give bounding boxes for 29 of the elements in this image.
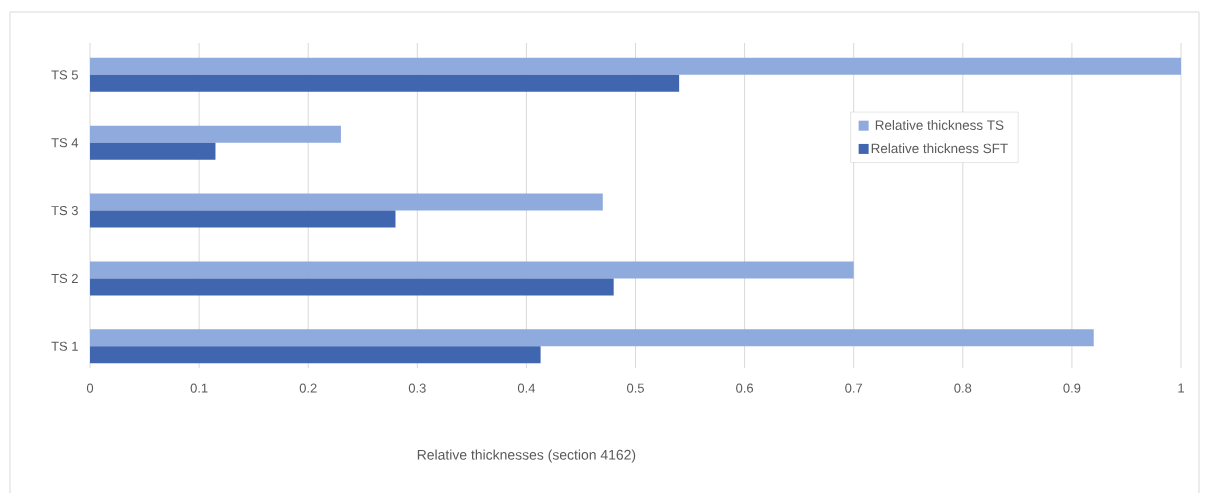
x-tick-label: 0.4 (517, 383, 536, 393)
x-tick-label: 0.3 (408, 383, 426, 393)
bar (90, 125, 341, 143)
y-tick-label: TS 4 (51, 138, 79, 148)
x-tick-label: 0.9 (1063, 383, 1081, 393)
bar (90, 193, 603, 211)
bar (90, 346, 541, 364)
x-tick-label: 0.6 (736, 383, 754, 393)
x-tick-label: 0.2 (299, 383, 317, 393)
x-axis-title: Relative thicknesses (section 4162) (417, 449, 636, 463)
x-tick-label: 0.5 (627, 383, 644, 393)
bar (90, 57, 1181, 75)
x-tick-label: 0.7 (845, 383, 863, 393)
bar (90, 261, 854, 279)
y-tick-label: TS 5 (51, 70, 78, 80)
x-tick-label: 0 (86, 383, 94, 393)
bar (90, 74, 680, 92)
x-tick-label: 1 (1178, 383, 1184, 393)
bar (90, 210, 396, 228)
y-tick-label: TS 2 (51, 273, 78, 284)
bar (90, 329, 1094, 347)
bar (90, 278, 614, 296)
legend-label: Relative thickness TS (875, 120, 1004, 130)
x-tick-label: 0.8 (954, 383, 972, 393)
bar (90, 142, 216, 160)
y-tick-label: TS 1 (51, 341, 78, 351)
y-tick-label: TS 3 (51, 205, 78, 216)
x-tick-label: 0.1 (190, 383, 208, 393)
legend-label: Relative thickness SFT (871, 143, 1008, 154)
